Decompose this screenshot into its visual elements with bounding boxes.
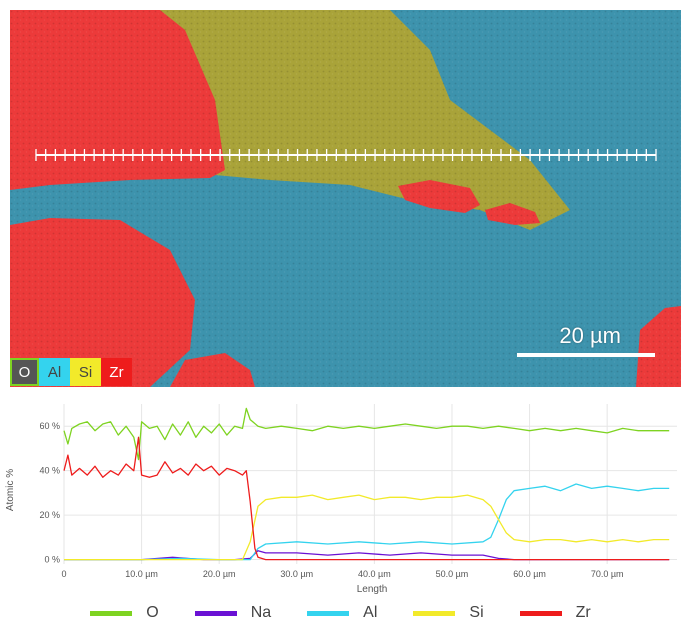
legend-item-o: O — [90, 604, 159, 622]
chart-legend: O Na Al Si Zr — [0, 600, 681, 626]
chart-series — [63, 407, 670, 561]
series-line-zr — [63, 436, 670, 561]
legend-label: Al — [363, 604, 378, 621]
x-tick-label-0: 0 — [61, 569, 66, 579]
x-tick-label-1: 10.0 µm — [125, 569, 158, 579]
element-key-zr: Zr — [101, 358, 132, 386]
legend-swatch — [307, 610, 350, 616]
element-key-al: Al — [39, 358, 70, 386]
legend-label: Zr — [575, 604, 591, 621]
x-axis-label: Length — [357, 584, 388, 595]
series-line-si — [64, 494, 670, 561]
legend-swatch — [413, 610, 456, 616]
element-key-o: O — [10, 358, 39, 386]
series-line-o — [63, 407, 670, 461]
x-tick-label-7: 70.0 µm — [591, 569, 624, 579]
chart-axes: 0 10.0 µm 20.0 µm 30.0 µm 40.0 µm 50.0 µm 60.0… — [39, 421, 623, 579]
legend-swatch — [90, 610, 133, 616]
scalebar-line — [517, 353, 655, 357]
element-color-key: O Al Si Zr — [10, 358, 132, 386]
x-tick-label-3: 30.0 µm — [280, 569, 313, 579]
x-tick-label-5: 50.0 µm — [436, 569, 469, 579]
line-scan-path — [35, 149, 657, 161]
legend-swatch — [194, 610, 237, 616]
x-tick-label-2: 20.0 µm — [203, 569, 236, 579]
legend-label: O — [146, 604, 159, 621]
legend-item-si: Si — [413, 604, 484, 622]
legend-item-al: Al — [307, 604, 377, 622]
y-tick-label-0: 0 % — [44, 555, 60, 565]
x-tick-label-4: 40.0 µm — [358, 569, 391, 579]
line-scan-chart: 0 10.0 µm 20.0 µm 30.0 µm 40.0 µm 50.0 µm 60.0… — [5, 404, 677, 595]
y-tick-label-1: 20 % — [39, 510, 60, 520]
legend-item-zr: Zr — [519, 604, 591, 622]
elemental-map-image: 20 µm — [10, 10, 681, 387]
eds-map-graphic — [10, 10, 681, 387]
scalebar-label: 20 µm — [559, 323, 621, 348]
y-axis-label: Atomic % — [5, 469, 16, 511]
series-line-na — [64, 550, 670, 561]
legend-swatch — [519, 610, 562, 616]
series-line-al — [64, 483, 670, 561]
legend-label: Na — [250, 604, 272, 621]
legend-item-na: Na — [194, 604, 272, 622]
legend-label: Si — [469, 604, 484, 621]
x-tick-label-6: 60.0 µm — [513, 569, 546, 579]
y-tick-label-2: 40 % — [39, 466, 60, 476]
element-key-si: Si — [70, 358, 101, 386]
surface-texture — [10, 10, 681, 387]
y-tick-label-3: 60 % — [39, 421, 60, 431]
